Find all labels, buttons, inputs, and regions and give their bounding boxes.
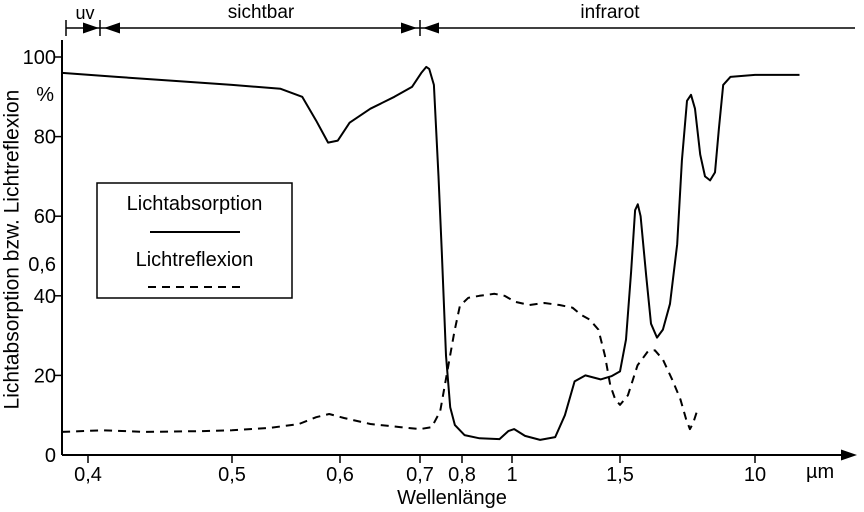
- y-tick-label: 80: [34, 127, 56, 149]
- x-tick-label: 0,4: [74, 464, 102, 486]
- legend-label-reflexion: Lichtreflexion: [135, 249, 254, 271]
- legend-box: [96, 182, 293, 299]
- band-arrowhead: [423, 22, 439, 34]
- stray-axis-label: 0,6: [28, 254, 56, 276]
- x-tick-label: 10: [744, 464, 766, 486]
- x-tick-label: 1: [506, 464, 517, 486]
- band-arrowhead: [83, 22, 99, 34]
- x-tick-label: 0,6: [326, 464, 354, 486]
- band-label-infrarot: infrarot: [580, 2, 640, 23]
- y-tick-label: 0: [45, 445, 56, 467]
- x-tick-label: 0,5: [218, 464, 246, 486]
- x-tick-label: 0,8: [448, 464, 476, 486]
- x-axis-unit-label: µm: [806, 461, 835, 483]
- band-arrowhead: [401, 22, 417, 34]
- legend-label-absorption: Lichtabsorption: [126, 193, 263, 215]
- band-label-sichtbar: sichtbar: [227, 2, 295, 23]
- x-axis-arrowhead: [841, 449, 857, 461]
- reflexion-curve: [62, 292, 698, 433]
- y-tick-label: 100: [23, 47, 56, 69]
- y-axis-percent-label: %: [36, 84, 54, 106]
- y-axis-title: Lichtabsorption bzw. Lichtreflexion: [0, 89, 24, 410]
- x-tick-label: 1,5: [606, 464, 634, 486]
- x-tick-label: 0,7: [406, 464, 434, 486]
- band-arrowhead: [104, 22, 120, 34]
- y-tick-label: 40: [34, 286, 56, 308]
- y-tick-label: 20: [34, 365, 56, 387]
- absorption-curve: [62, 65, 800, 441]
- x-axis-title: Wellenlänge: [397, 487, 507, 509]
- band-label-uv: uv: [75, 3, 95, 23]
- y-tick-label: 60: [34, 206, 56, 228]
